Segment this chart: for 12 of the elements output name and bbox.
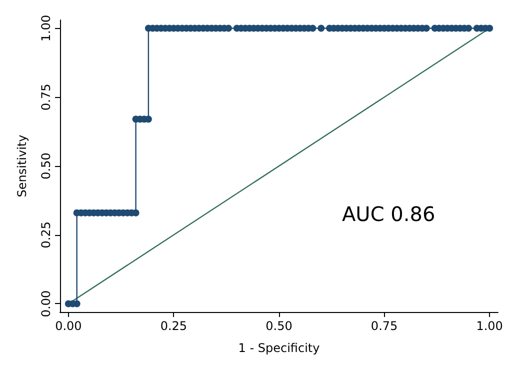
y-tick-label: 0.50: [39, 152, 53, 180]
x-tick-label: 1.00: [476, 319, 503, 333]
x-tick-label: 0.75: [370, 319, 398, 333]
y-tick-label: 0.75: [39, 84, 53, 110]
y-tick-label: 1.00: [39, 14, 53, 42]
annotation: AUC 0.86: [342, 202, 436, 226]
y-axis-title: Sensitivity: [15, 134, 29, 198]
y-tick-label: 0.25: [39, 222, 53, 248]
x-axis-title: 1 - Specificity: [238, 341, 320, 355]
x-tick-label: 0.25: [160, 319, 188, 333]
x-tick-label: 0.50: [266, 319, 292, 333]
x-tick-label: 0.00: [55, 319, 82, 333]
